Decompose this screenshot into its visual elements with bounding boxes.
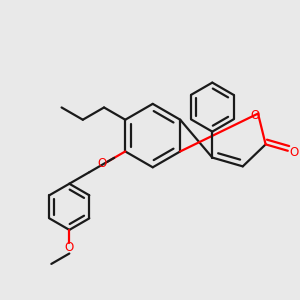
Text: O: O [289,146,298,159]
Text: O: O [98,157,107,170]
Text: O: O [65,241,74,254]
Text: O: O [250,110,259,122]
